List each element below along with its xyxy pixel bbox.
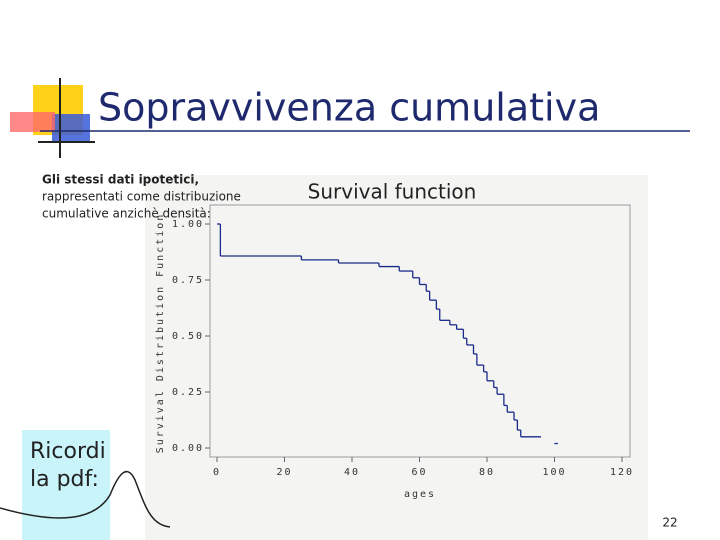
x-axis-label: ages bbox=[404, 489, 436, 500]
chart-title: Survival function bbox=[308, 180, 477, 204]
x-tick-label: 20 bbox=[276, 467, 292, 478]
x-tick-label: 40 bbox=[344, 467, 360, 478]
chart-background bbox=[145, 175, 648, 540]
note-line: Gli stessi dati ipotetici, bbox=[42, 173, 199, 187]
reminder-text: la pdf: bbox=[30, 467, 99, 492]
note-line: cumulative anzichè densità: bbox=[42, 207, 211, 221]
x-tick-label: 100 bbox=[542, 467, 566, 478]
y-tick-label: 0.75 bbox=[172, 275, 204, 286]
logo-square bbox=[52, 114, 90, 142]
y-axis-label: Survival Distribution Function bbox=[155, 213, 166, 454]
x-tick-label: 80 bbox=[479, 467, 495, 478]
y-tick-label: 0.25 bbox=[172, 387, 204, 398]
x-tick-label: 0 bbox=[213, 467, 221, 478]
x-tick-label: 120 bbox=[610, 467, 634, 478]
y-tick-label: 1.00 bbox=[172, 219, 204, 230]
reminder-text: Ricordi bbox=[30, 439, 106, 464]
page-number: 22 bbox=[662, 516, 677, 530]
y-tick-label: 0.00 bbox=[172, 443, 204, 454]
reminder-box bbox=[22, 430, 110, 540]
pdf-curve bbox=[0, 470, 171, 528]
x-tick-label: 60 bbox=[411, 467, 427, 478]
slide-title: Sopravvivenza cumulativa bbox=[98, 86, 600, 130]
logo-square bbox=[10, 112, 55, 132]
y-tick-label: 0.50 bbox=[172, 331, 204, 342]
note-line: rappresentati come distribuzione bbox=[42, 190, 241, 204]
